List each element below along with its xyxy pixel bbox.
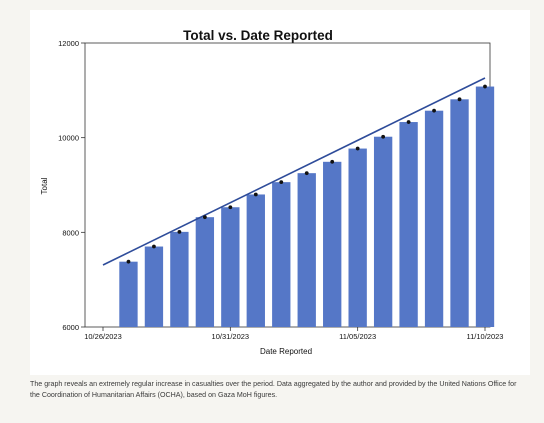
trend-line: [102, 77, 486, 266]
data-point-2023-11-09: [457, 97, 462, 102]
bar-2023-11-08: [424, 110, 444, 327]
data-point-2023-11-02: [279, 180, 284, 185]
bar-2023-11-09: [450, 99, 469, 328]
y-axis-label: Total: [40, 177, 49, 194]
figure-caption: The graph reveals an extremely regular i…: [30, 380, 517, 399]
data-point-2023-10-27: [126, 259, 131, 264]
bar-2023-10-30: [195, 217, 215, 327]
data-point-2023-11-04: [330, 159, 335, 164]
x-tick-label-2023-11-10: 11/10/2023: [467, 332, 504, 341]
y-tick-label-10000: 10000: [58, 134, 79, 143]
bar-2023-11-03: [297, 173, 316, 327]
bar-2023-11-04: [323, 161, 342, 327]
x-tick-label-2023-10-26: 10/26/2023: [84, 332, 122, 341]
bar-2023-10-27: [119, 261, 138, 327]
bar-2023-11-10: [475, 86, 495, 328]
x-tick-label-2023-11-05: 11/05/2023: [339, 332, 376, 341]
x-tick-label-2023-10-31: 10/31/2023: [212, 332, 250, 341]
data-point-2023-11-08: [432, 108, 436, 113]
chart-title: Total vs. Date Reported: [183, 28, 333, 43]
bar-2023-11-05: [348, 148, 367, 327]
y-tick-label-12000: 12000: [58, 39, 79, 48]
y-tick-label-6000: 6000: [62, 323, 79, 332]
data-point-2023-11-07: [406, 120, 411, 124]
data-point-2023-11-05: [355, 146, 360, 151]
bar-2023-11-02: [272, 182, 291, 327]
data-point-2023-11-06: [381, 134, 386, 139]
data-point-2023-10-28: [152, 244, 156, 249]
bar-2023-11-07: [399, 122, 418, 328]
total-vs-date-chart: Total vs. Date Reported 6000 8000 10000 120…: [40, 28, 504, 356]
bar-2023-11-06: [373, 136, 393, 327]
data-point-2023-10-31: [228, 205, 233, 210]
data-point-2023-11-01: [253, 192, 258, 197]
chart-card: Total vs. Date Reported 6000 8000 10000 120…: [30, 10, 530, 375]
bar-2023-10-28: [144, 246, 164, 327]
y-tick-label-8000: 8000: [62, 228, 79, 237]
bar-2023-11-01: [246, 194, 265, 327]
data-point-2023-11-03: [304, 171, 309, 176]
data-point-2023-10-29: [177, 229, 182, 234]
data-point-2023-11-10: [483, 84, 487, 89]
bar-2023-10-31: [221, 207, 240, 327]
x-axis-label: Date Reported: [260, 347, 312, 356]
data-point-2023-10-30: [202, 215, 207, 220]
bar-2023-10-29: [170, 231, 189, 327]
